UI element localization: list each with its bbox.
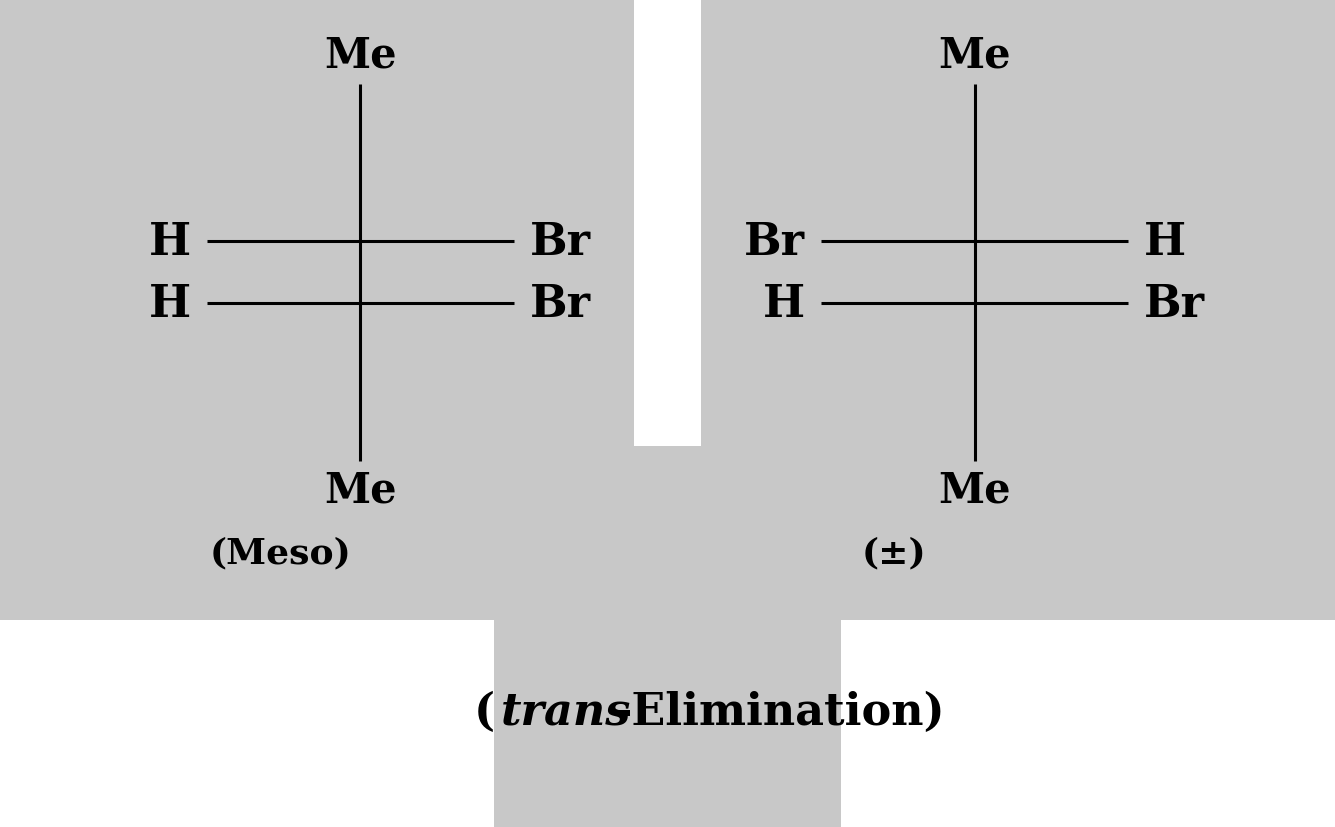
Text: Br: Br: [1144, 283, 1206, 325]
Polygon shape: [400, 447, 934, 620]
Polygon shape: [494, 620, 841, 827]
Text: Br: Br: [744, 221, 805, 263]
Text: Me: Me: [939, 35, 1011, 77]
Text: (: (: [474, 690, 495, 733]
Text: H: H: [148, 283, 191, 325]
Text: (Meso): (Meso): [210, 536, 351, 570]
Text: Br: Br: [530, 283, 591, 325]
Text: H: H: [1144, 221, 1187, 263]
Text: Br: Br: [530, 221, 591, 263]
Text: trans: trans: [501, 690, 631, 733]
Polygon shape: [934, 447, 1335, 620]
Text: H: H: [762, 283, 805, 325]
Polygon shape: [701, 0, 1335, 447]
Text: Me: Me: [324, 35, 396, 77]
Text: -Elimination): -Elimination): [614, 690, 945, 733]
Polygon shape: [0, 447, 400, 620]
Text: H: H: [148, 221, 191, 263]
Text: Me: Me: [324, 469, 396, 511]
Polygon shape: [0, 0, 634, 447]
Text: (±): (±): [862, 536, 926, 570]
Text: Me: Me: [939, 469, 1011, 511]
